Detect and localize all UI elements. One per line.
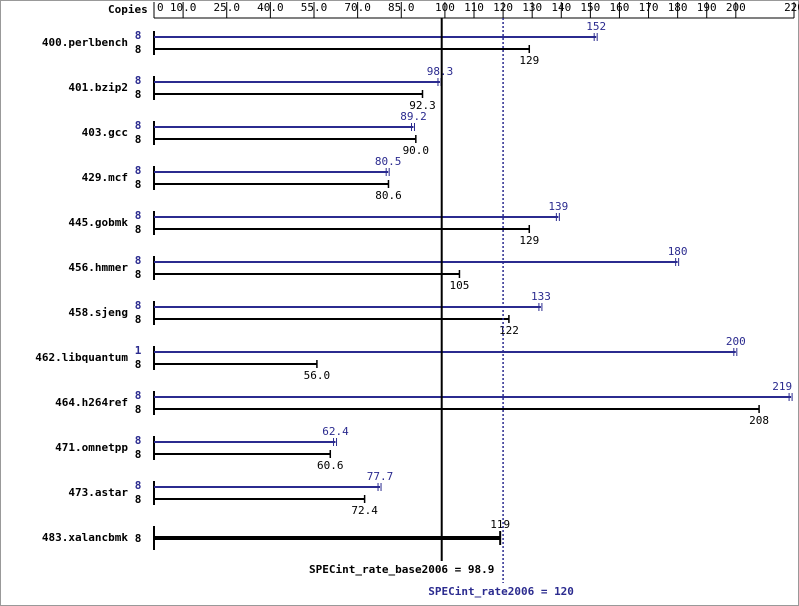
x-tick-label: 40.0 xyxy=(257,1,284,14)
x-tick-label: 70.0 xyxy=(344,1,371,14)
x-tick-label: 110 xyxy=(464,1,484,14)
reference-label: SPECint_rate_base2006 = 98.9 xyxy=(309,563,494,576)
base-value-label: 72.4 xyxy=(351,504,378,517)
base-value-label: 129 xyxy=(519,54,539,67)
base-value-label: 56.0 xyxy=(304,369,331,382)
peak-copies: 8 xyxy=(135,434,142,447)
x-tick-label: 10.0 xyxy=(170,1,197,14)
x-tick-label: 190 xyxy=(697,1,717,14)
x-tick-label: 140 xyxy=(551,1,571,14)
benchmark-label: 456.hmmer xyxy=(68,261,128,274)
benchmark-label: 483.xalancbmk xyxy=(42,531,128,544)
reference-label: SPECint_rate2006 = 120 xyxy=(428,585,574,598)
x-tick-label: 170 xyxy=(639,1,659,14)
peak-copies: 8 xyxy=(135,119,142,132)
peak-copies: 8 xyxy=(135,164,142,177)
base-value-label: 208 xyxy=(749,414,769,427)
x-tick-label: 200 xyxy=(726,1,746,14)
peak-value-label: 180 xyxy=(668,245,688,258)
base-value-label: 90.0 xyxy=(403,144,430,157)
peak-value-label: 200 xyxy=(726,335,746,348)
base-value-label: 60.6 xyxy=(317,459,344,472)
base-copies: 8 xyxy=(135,43,142,56)
benchmark-label: 403.gcc xyxy=(82,126,128,139)
x-tick-label: 0 xyxy=(157,1,164,14)
x-tick-label: 100 xyxy=(435,1,455,14)
base-copies: 8 xyxy=(135,358,142,371)
peak-value-label: 98.3 xyxy=(427,65,454,78)
base-copies: 8 xyxy=(135,268,142,281)
benchmark-label: 462.libquantum xyxy=(35,351,128,364)
base-value-label: 92.3 xyxy=(409,99,436,112)
x-tick-label: 130 xyxy=(522,1,542,14)
base-copies: 8 xyxy=(135,178,142,191)
peak-value-label: 80.5 xyxy=(375,155,402,168)
peak-value-label: 133 xyxy=(531,290,551,303)
peak-copies: 8 xyxy=(135,209,142,222)
base-copies: 8 xyxy=(135,493,142,506)
peak-copies: 1 xyxy=(135,344,142,357)
benchmark-label: 471.omnetpp xyxy=(55,441,128,454)
x-tick-label: 85.0 xyxy=(388,1,415,14)
x-tick-label: 220 xyxy=(784,1,799,14)
copies-header: Copies xyxy=(108,3,148,16)
peak-value-label: 139 xyxy=(548,200,568,213)
base-value-label: 119 xyxy=(490,518,510,531)
base-value-label: 122 xyxy=(499,324,519,337)
x-tick-label: 25.0 xyxy=(213,1,240,14)
peak-value-label: 219 xyxy=(772,380,792,393)
benchmark-label: 445.gobmk xyxy=(68,216,128,229)
peak-copies: 8 xyxy=(135,479,142,492)
peak-value-label: 62.4 xyxy=(322,425,349,438)
peak-value-label: 77.7 xyxy=(367,470,394,483)
benchmark-label: 400.perlbench xyxy=(42,36,128,49)
x-tick-label: 55.0 xyxy=(301,1,328,14)
peak-copies: 8 xyxy=(135,74,142,87)
peak-copies: 8 xyxy=(135,29,142,42)
peak-copies: 8 xyxy=(135,299,142,312)
peak-copies: 8 xyxy=(135,254,142,267)
base-copies: 8 xyxy=(135,133,142,146)
base-copies: 8 xyxy=(135,223,142,236)
peak-value-label: 89.2 xyxy=(400,110,427,123)
peak-copies: 8 xyxy=(135,389,142,402)
base-value-label: 80.6 xyxy=(375,189,402,202)
base-copies: 8 xyxy=(135,532,142,545)
base-copies: 8 xyxy=(135,313,142,326)
benchmark-label: 429.mcf xyxy=(82,171,128,184)
base-copies: 8 xyxy=(135,448,142,461)
x-tick-label: 150 xyxy=(580,1,600,14)
base-value-label: 129 xyxy=(519,234,539,247)
base-copies: 8 xyxy=(135,403,142,416)
benchmark-label: 464.h264ref xyxy=(55,396,128,409)
benchmark-label: 473.astar xyxy=(68,486,128,499)
x-tick-label: 160 xyxy=(610,1,630,14)
base-value-label: 105 xyxy=(450,279,470,292)
x-tick-label: 180 xyxy=(668,1,688,14)
benchmark-label: 458.sjeng xyxy=(68,306,128,319)
peak-value-label: 152 xyxy=(586,20,606,33)
x-tick-label: 120 xyxy=(493,1,513,14)
base-copies: 8 xyxy=(135,88,142,101)
benchmark-label: 401.bzip2 xyxy=(68,81,128,94)
